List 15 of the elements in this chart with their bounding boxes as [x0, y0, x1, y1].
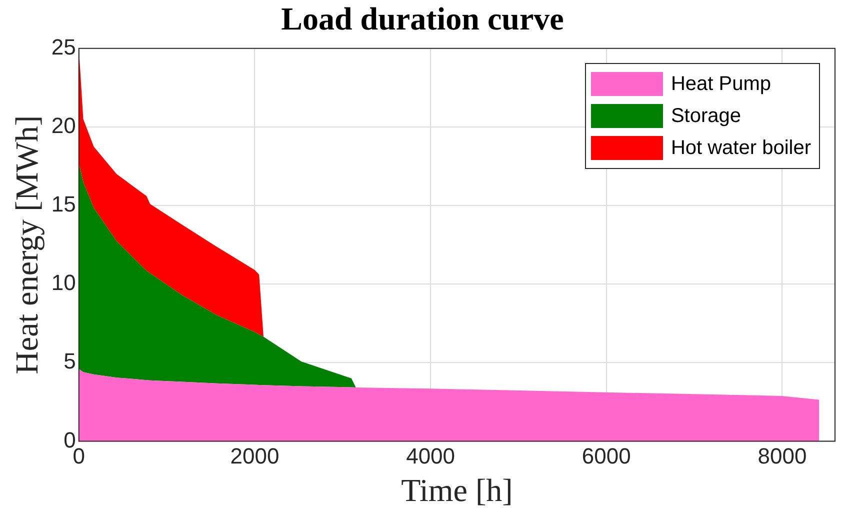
legend-label: Storage	[670, 104, 741, 128]
x-tick-label: 8000	[758, 443, 807, 468]
y-tick-label: 20	[51, 113, 76, 138]
y-tick-label: 25	[51, 34, 76, 60]
y-tick-label: 5	[64, 348, 76, 374]
x-axis-title: Time [h]	[401, 472, 513, 508]
y-tick-label: 10	[51, 270, 76, 296]
x-tick-label: 2000	[230, 443, 280, 468]
x-tick-label: 6000	[582, 443, 631, 468]
x-tick-label: 4000	[406, 443, 456, 468]
chart-title: Load duration curve	[281, 0, 564, 36]
y-axis-title: Heat energy [MWh]	[8, 115, 45, 374]
y-tick-label: 15	[51, 192, 76, 217]
legend-label: Hot water boiler	[670, 136, 811, 160]
legend-label: Heat Pump	[670, 72, 771, 96]
